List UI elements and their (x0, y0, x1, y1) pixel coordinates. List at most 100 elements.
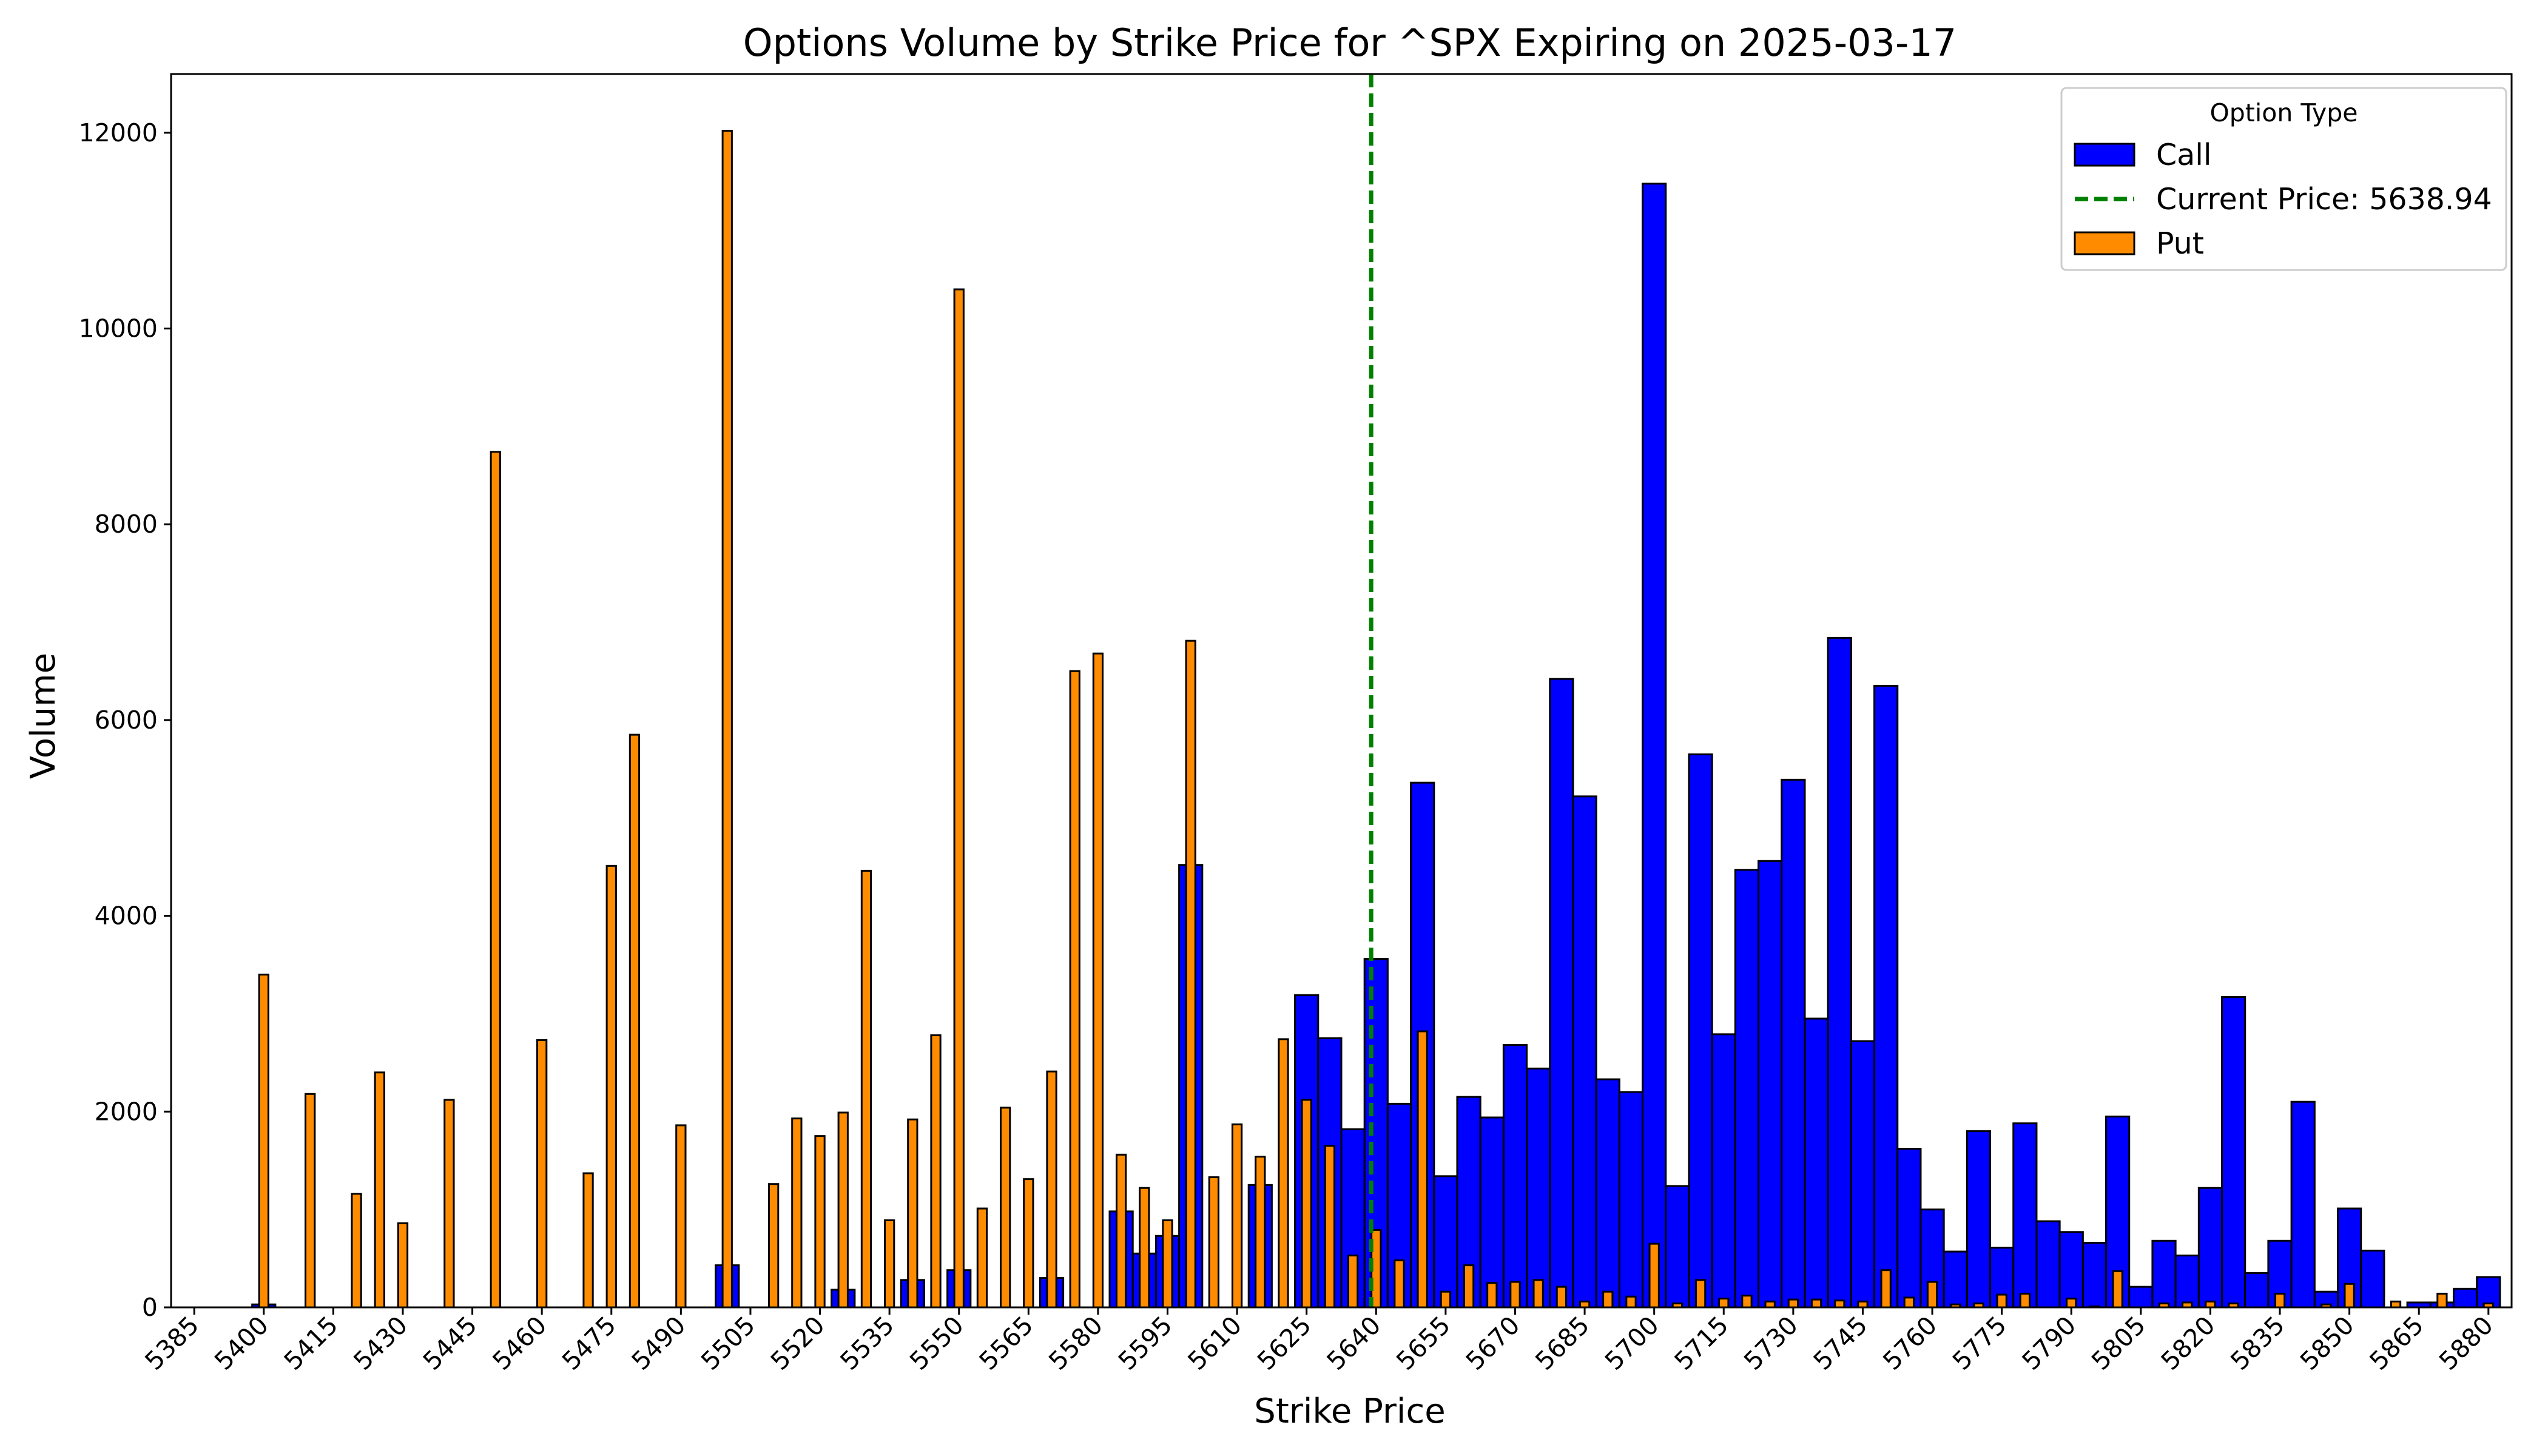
legend-current-price-label: Current Price: 5638.94 (2156, 182, 2492, 217)
put-bar (443, 1099, 455, 1309)
put-bar (1255, 1156, 1266, 1309)
put-bar (1324, 1145, 1336, 1309)
put-bar (1903, 1296, 1915, 1309)
call-bar (1827, 636, 1852, 1309)
call-bar (2174, 1254, 2200, 1309)
call-bar (1873, 684, 1899, 1309)
legend-put-swatch (2074, 231, 2135, 255)
call-bar (2221, 996, 2246, 1309)
legend-title: Option Type (2209, 98, 2358, 127)
call-bar (2058, 1231, 2084, 1309)
put-bar (1023, 1178, 1034, 1309)
legend: Option Type Call Current Price: 5638.94 Put (2060, 87, 2507, 271)
call-bar (1688, 753, 1713, 1309)
put-bar (1602, 1290, 1614, 1309)
call-bar (1665, 1185, 1690, 1309)
put-bar (1463, 1264, 1475, 1309)
put-bar (1069, 670, 1080, 1309)
put-bar (768, 1183, 780, 1309)
call-bar (1758, 860, 1783, 1309)
call-bar (2151, 1239, 2177, 1309)
call-bar (2244, 1272, 2270, 1309)
put-bar (2112, 1270, 2123, 1309)
put-bar (1694, 1279, 1707, 1309)
put-bar (536, 1039, 548, 1309)
y-tick-label: 8000 (95, 510, 158, 539)
call-bar (2081, 1242, 2108, 1309)
put-bar (814, 1135, 826, 1309)
put-bar (1347, 1254, 1359, 1309)
put-bar (1301, 1099, 1312, 1309)
y-tick-label: 2000 (95, 1097, 158, 1126)
put-bar (1532, 1279, 1544, 1309)
put-bar (605, 864, 617, 1309)
put-bar (629, 733, 641, 1309)
chart-title: Options Volume by Strike Price for ^SPX … (743, 21, 1956, 65)
put-bar (1278, 1038, 1289, 1309)
put-bar (999, 1107, 1011, 1309)
x-axis-label: Strike Price (1254, 1392, 1445, 1431)
call-bar (1734, 869, 1760, 1309)
put-bar (883, 1219, 895, 1309)
y-tick-label: 10000 (79, 314, 158, 343)
call-bar (1433, 1175, 1458, 1309)
call-bar (2197, 1187, 2223, 1309)
put-bar (1648, 1242, 1660, 1309)
call-bar (2290, 1100, 2316, 1309)
plot-frame (170, 73, 2513, 1309)
put-bar (1394, 1259, 1405, 1309)
put-bar (351, 1193, 362, 1309)
call-bar (1549, 678, 1574, 1309)
put-bar (1139, 1187, 1150, 1309)
put-bar (1092, 652, 1104, 1309)
call-bar (2360, 1249, 2385, 1309)
put-bar (791, 1117, 803, 1309)
put-bar (305, 1093, 316, 1309)
put-bar (860, 869, 872, 1309)
put-bar (374, 1071, 385, 1309)
put-bar (1810, 1298, 1822, 1309)
y-tick-label: 0 (142, 1293, 158, 1322)
put-bar (1185, 639, 1196, 1309)
put-bar (907, 1118, 918, 1309)
put-bar (1208, 1176, 1220, 1309)
put-bar (1509, 1281, 1521, 1309)
put-bar (582, 1172, 594, 1309)
call-bar (2012, 1122, 2038, 1309)
put-bar (976, 1207, 988, 1309)
put-bar (721, 130, 733, 1309)
legend-call-swatch (2074, 143, 2135, 167)
put-bar (1555, 1286, 1568, 1309)
put-bar (258, 973, 269, 1309)
call-bar (1850, 1040, 1876, 1309)
put-bar (1440, 1290, 1452, 1309)
put-bar (1046, 1070, 1057, 1309)
put-bar (1926, 1281, 1938, 1309)
call-bar (2035, 1220, 2061, 1309)
y-tick-label: 4000 (95, 902, 158, 931)
call-bar (1896, 1148, 1922, 1309)
put-bar (953, 288, 965, 1309)
call-bar (1618, 1091, 1644, 1309)
call-bar (1966, 1130, 1992, 1309)
legend-call-label: Call (2156, 138, 2211, 172)
y-tick-label: 6000 (95, 706, 158, 735)
put-bar (2274, 1292, 2286, 1309)
put-bar (1996, 1293, 2007, 1309)
put-bar (1417, 1030, 1428, 1309)
put-bar (2436, 1292, 2448, 1309)
call-bar (1502, 1044, 1528, 1309)
call-bar (1943, 1250, 1968, 1309)
put-bar (397, 1222, 409, 1309)
legend-box (2060, 87, 2507, 271)
call-bar (1711, 1033, 1736, 1309)
call-bar (2128, 1286, 2154, 1309)
put-bar (1741, 1295, 1753, 1309)
call-bar (1572, 795, 1597, 1309)
put-bar (675, 1124, 687, 1309)
put-bar (490, 451, 501, 1309)
put-bar (1834, 1299, 1845, 1309)
put-bar (930, 1034, 942, 1309)
